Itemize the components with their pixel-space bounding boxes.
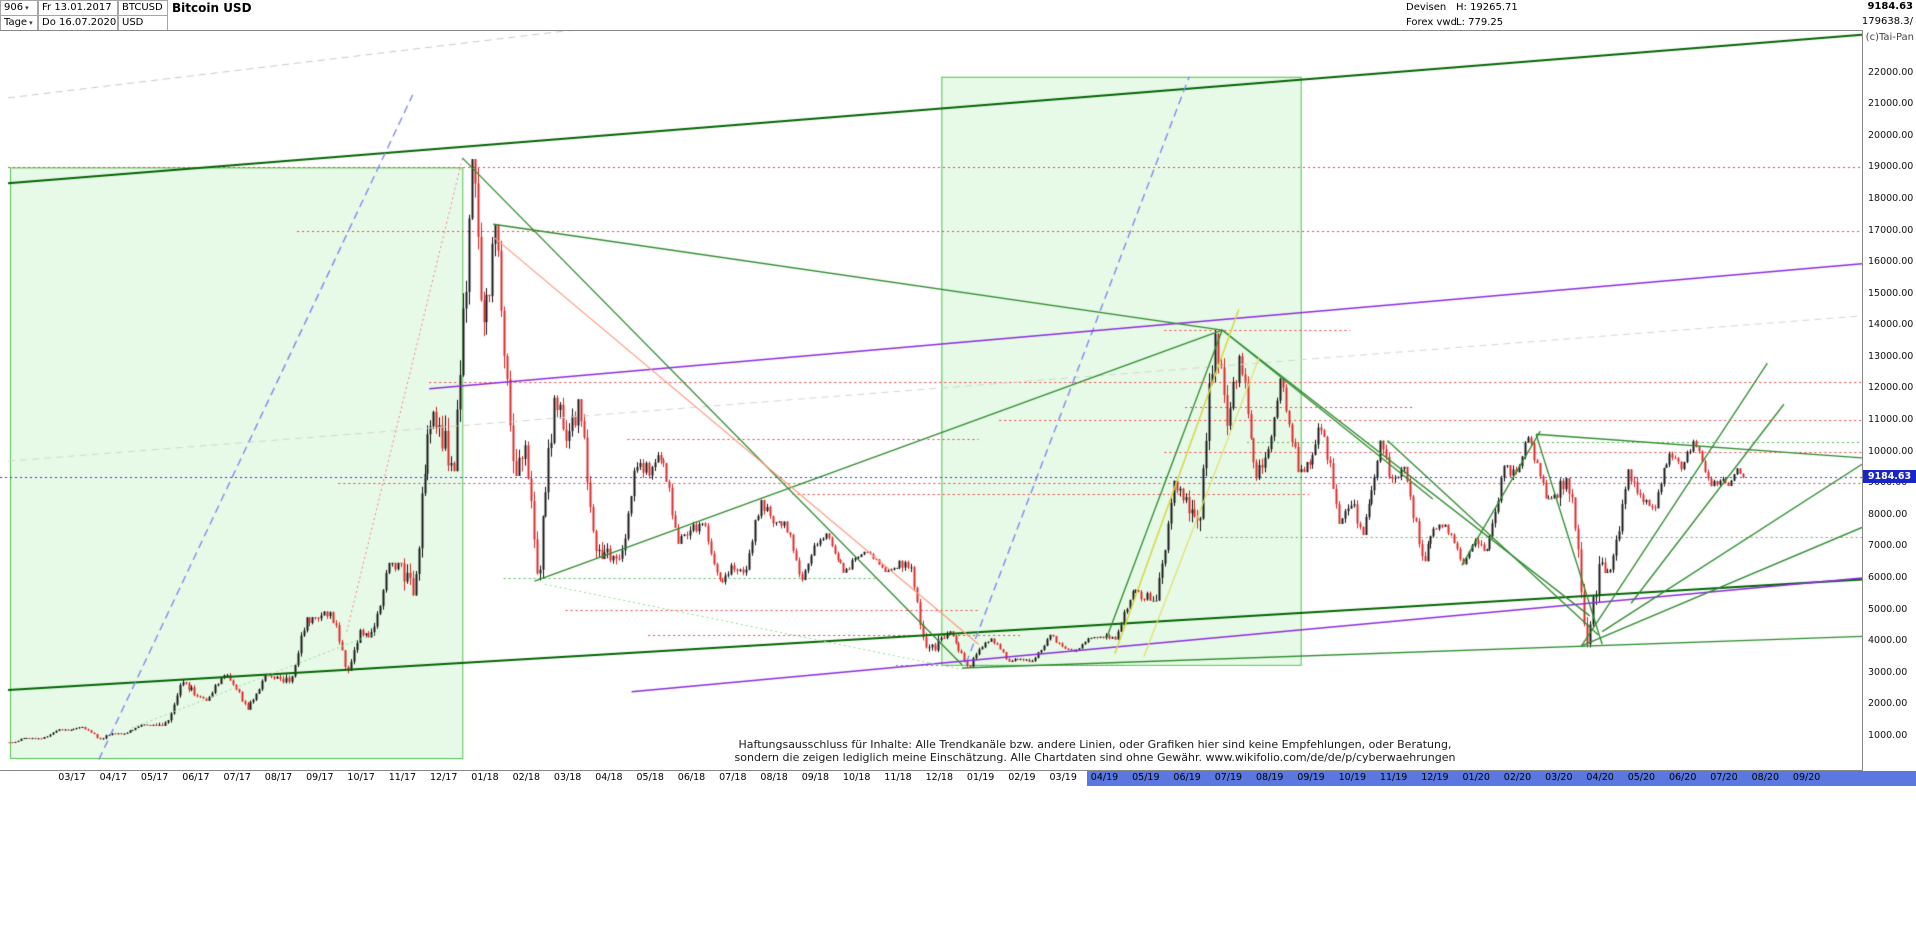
price-axis-tick: 13000.00 <box>1868 350 1914 362</box>
time-axis-tick: 09/18 <box>801 772 830 783</box>
price-axis-tick: 14000.00 <box>1868 319 1914 331</box>
time-axis-tick: 07/18 <box>719 772 747 783</box>
price-axis-tick: 6000.00 <box>1868 571 1908 583</box>
time-axis-tick: 10/17 <box>347 772 375 783</box>
chevron-down-icon: ▾ <box>29 19 33 27</box>
time-axis-tick: 10/19 <box>1338 772 1366 783</box>
time-axis-tick: 09/19 <box>1297 772 1325 783</box>
header-volume: 179638.3/ <box>1861 16 1913 27</box>
time-axis[interactable]: 03/17 04/17 05/17 06/17 07/17 08/17 09/17 10/17… <box>0 771 1916 786</box>
time-axis-tick: 07/20 <box>1710 772 1738 783</box>
price-axis-tick: 2000.00 <box>1868 698 1908 710</box>
time-axis-tick: 01/18 <box>471 772 499 783</box>
last-price-badge: 9184.63 <box>1863 470 1916 484</box>
bars-count-dropdown[interactable]: 906 ▾ <box>0 0 38 16</box>
time-axis-tick: 04/17 <box>99 772 127 783</box>
time-axis-tick: 04/19 <box>1090 772 1119 783</box>
period-value: Tage <box>4 17 28 28</box>
time-axis-tick: 08/19 <box>1256 772 1284 783</box>
source-label: Forex vwd <box>1406 17 1457 28</box>
price-axis-tick: 3000.00 <box>1868 666 1908 678</box>
time-axis-tick: 06/18 <box>677 772 706 783</box>
time-axis-tick: 08/20 <box>1751 772 1779 783</box>
time-axis-tick: 06/17 <box>182 772 210 783</box>
price-axis-tick: 5000.00 <box>1868 603 1908 615</box>
page-title: Bitcoin USD <box>172 1 252 15</box>
price-axis-tick: 1000.00 <box>1868 729 1908 741</box>
disclaimer-line-1: Haftungsausschluss für Inhalte: Alle Tre… <box>738 738 1452 751</box>
time-axis-tick: 10/18 <box>843 772 871 783</box>
time-axis-tick: 06/19 <box>1173 772 1201 783</box>
time-axis-tick: 03/19 <box>1049 772 1077 783</box>
time-axis-tick: 12/19 <box>1421 772 1449 783</box>
time-axis-tick: 11/19 <box>1379 772 1408 783</box>
range-high-label: H: 19265.71 <box>1456 2 1518 13</box>
range-low-label: L: 779.25 <box>1456 17 1504 28</box>
header-last-price: 9184.63 <box>1867 1 1913 12</box>
price-axis-tick: 11000.00 <box>1868 414 1914 426</box>
price-axis-tick: 7000.00 <box>1868 540 1908 552</box>
bars-count-value: 906 <box>4 2 24 13</box>
currency-field: USD <box>118 15 168 31</box>
time-axis-tick: 02/19 <box>1008 772 1036 783</box>
start-date-field[interactable]: Fr 13.01.2017 <box>38 0 118 16</box>
price-axis-tick: 22000.00 <box>1868 66 1914 78</box>
time-axis-tick: 04/20 <box>1586 772 1614 783</box>
time-axis-tick: 12/17 <box>430 772 458 783</box>
time-axis-tick: 05/17 <box>140 772 169 783</box>
price-axis-tick: 20000.00 <box>1868 129 1914 141</box>
period-dropdown[interactable]: Tage ▾ <box>0 15 38 31</box>
price-axis-tick: 21000.00 <box>1868 98 1914 110</box>
time-axis-tick: 09/17 <box>306 772 334 783</box>
time-axis-tick: 07/19 <box>1214 772 1243 783</box>
symbol-value: BTCUSD <box>122 2 163 13</box>
visible-range-highlight[interactable] <box>1086 771 1916 786</box>
start-date-value: Fr 13.01.2017 <box>42 2 112 13</box>
time-axis-tick: 09/20 <box>1792 772 1821 783</box>
time-axis-tick: 06/20 <box>1669 772 1697 783</box>
time-axis-tick: 03/20 <box>1545 772 1573 783</box>
price-axis-tick: 17000.00 <box>1868 224 1914 236</box>
time-axis-tick: 03/17 <box>58 772 86 783</box>
chevron-down-icon: ▾ <box>25 4 29 12</box>
price-axis-tick: 16000.00 <box>1868 256 1914 268</box>
copyright-label: (c)Tai-Pan <box>1865 32 1914 43</box>
time-axis-tick: 11/18 <box>884 772 912 783</box>
currency-value: USD <box>122 17 144 28</box>
disclaimer-line-2: sondern die zeigen lediglich meine Einsc… <box>734 750 1456 764</box>
time-axis-tick: 01/20 <box>1462 772 1490 783</box>
end-date-field[interactable]: Do 16.07.2020 <box>38 15 118 31</box>
time-axis-tick: 11/17 <box>388 772 417 783</box>
price-axis-tick: 12000.00 <box>1868 382 1914 394</box>
time-axis-tick: 05/20 <box>1627 772 1656 783</box>
time-axis-tick: 05/18 <box>636 772 664 783</box>
time-axis-tick: 08/18 <box>760 772 788 783</box>
time-axis-tick: 08/17 <box>264 772 293 783</box>
price-axis[interactable]: 22000.00 21000.00 20000.00 19000.00 18000.00… <box>1864 0 1916 790</box>
price-chart-canvas[interactable] <box>0 30 1862 770</box>
disclaimer-text: Haftungsausschluss für Inhalte: Alle Tre… <box>620 738 1570 764</box>
time-axis-tick: 04/18 <box>595 772 623 783</box>
time-axis-tick: 01/19 <box>966 772 995 783</box>
time-axis-tick: 05/19 <box>1132 772 1160 783</box>
price-axis-tick: 18000.00 <box>1868 192 1914 204</box>
time-axis-tick: 07/17 <box>223 772 251 783</box>
price-axis-tick: 4000.00 <box>1868 635 1908 647</box>
category-label: Devisen <box>1406 2 1447 13</box>
time-axis-tick: 03/18 <box>553 772 582 783</box>
time-axis-tick: 12/18 <box>925 772 953 783</box>
time-axis-tick: 02/20 <box>1503 772 1532 783</box>
price-axis-tick: 8000.00 <box>1868 508 1908 520</box>
end-date-value: Do 16.07.2020 <box>42 17 117 28</box>
price-axis-tick: 10000.00 <box>1868 445 1914 457</box>
price-axis-tick: 15000.00 <box>1868 287 1914 299</box>
symbol-field: BTCUSD <box>118 0 168 16</box>
time-axis-tick: 02/18 <box>512 772 540 783</box>
price-axis-tick: 19000.00 <box>1868 161 1914 173</box>
